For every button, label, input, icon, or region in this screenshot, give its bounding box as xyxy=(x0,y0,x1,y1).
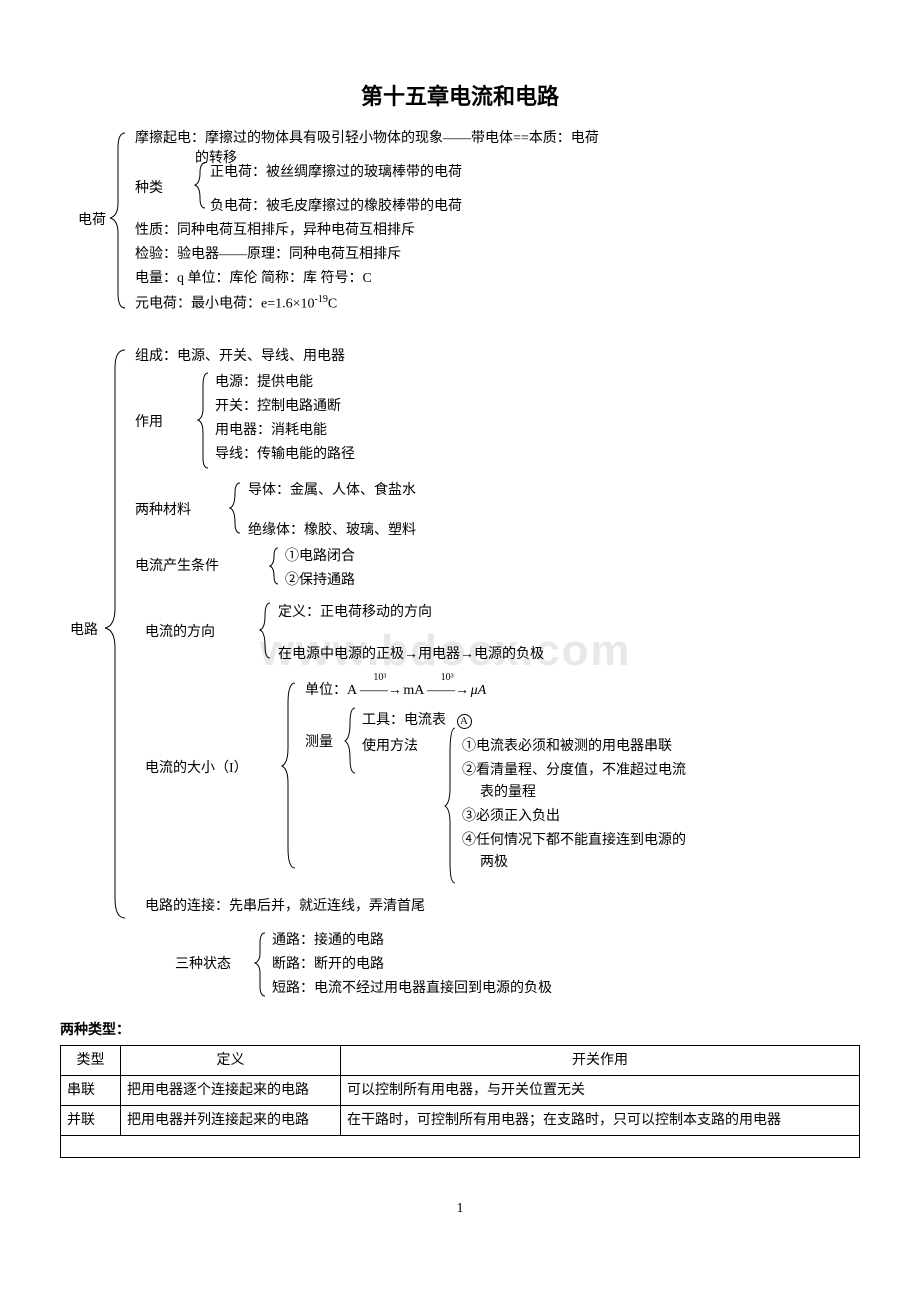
types-label: 种类 xyxy=(135,178,163,199)
measure-label: 测量 xyxy=(305,732,333,753)
unit-line: 单位：A 10³ ——→ mA 10³ ——→ μA xyxy=(305,680,486,701)
insulator: 绝缘体：橡胶、玻璃、塑料 xyxy=(248,520,416,541)
elem-charge-exp: -19 xyxy=(315,294,328,305)
types-table: 类型 定义 开关作用 串联 把用电器逐个连接起来的电路 可以控制所有用电器，与开… xyxy=(60,1045,860,1158)
cell-series-switch: 可以控制所有用电器，与开关位置无关 xyxy=(341,1076,860,1106)
tool-line: 工具：电流表 A xyxy=(362,710,472,731)
charge-test: 检验：验电器——原理：同种电荷互相排斥 xyxy=(135,244,401,265)
elem-charge-unit: C xyxy=(328,297,337,312)
chapter-title: 第十五章电流和电路 xyxy=(60,80,860,113)
ammeter-icon: A xyxy=(457,714,472,729)
use-4: ④任何情况下都不能直接连到电源的 xyxy=(462,830,686,851)
unit-ua: μA xyxy=(471,683,487,698)
cond-1: ①电路闭合 xyxy=(285,546,355,567)
cell-series-type: 串联 xyxy=(61,1076,121,1106)
root-circuit: 电路 xyxy=(70,620,98,641)
table-row: 并联 把用电器并列连接起来的电路 在干路时，可控制所有用电器；在支路时，只可以控… xyxy=(61,1106,860,1136)
unit-exp2: 10³ xyxy=(427,670,467,685)
current-cond-label: 电流产生条件 xyxy=(135,556,219,577)
col-type: 类型 xyxy=(61,1046,121,1076)
state-short: 短路：电流不经过用电器直接回到电源的负极 xyxy=(272,978,552,999)
col-def: 定义 xyxy=(121,1046,341,1076)
composition: 组成：电源、开关、导线、用电器 xyxy=(135,346,345,367)
unit-exp1: 10³ xyxy=(360,670,400,685)
two-types-heading: 两种类型： xyxy=(60,1020,860,1041)
col-switch: 开关作用 xyxy=(341,1046,860,1076)
current-size-label: 电流的大小（I） xyxy=(145,758,248,779)
materials-label: 两种材料 xyxy=(135,500,191,521)
charge-qty: 电量：q 单位：库伦 简称：库 符号：C xyxy=(135,268,372,289)
conductor: 导体：金属、人体、食盐水 xyxy=(248,480,416,501)
func-wire: 导线：传输电能的路径 xyxy=(215,444,355,465)
circuit-conn: 电路的连接：先串后并，就近连线，弄清首尾 xyxy=(145,896,425,917)
charge-property: 性质：同种电荷互相排斥，异种电荷互相排斥 xyxy=(135,220,415,241)
unit-a: 单位：A xyxy=(305,683,356,698)
cell-parallel-def: 把用电器并列连接起来的电路 xyxy=(121,1106,341,1136)
use-1: ①电流表必须和被测的用电器串联 xyxy=(462,736,672,757)
unit-ma: mA xyxy=(403,683,423,698)
use-2: ②看清量程、分度值，不准超过电流 xyxy=(462,760,686,781)
func-device: 用电器：消耗电能 xyxy=(215,420,327,441)
neg-charge: 负电荷：被毛皮摩擦过的橡胶棒带的电荷 xyxy=(210,196,462,217)
cell-parallel-switch: 在干路时，可控制所有用电器；在支路时，只可以控制本支路的用电器 xyxy=(341,1106,860,1136)
function-label: 作用 xyxy=(135,412,163,433)
states-label: 三种状态 xyxy=(175,954,231,975)
table-row: 串联 把用电器逐个连接起来的电路 可以控制所有用电器，与开关位置无关 xyxy=(61,1076,860,1106)
cell-parallel-type: 并联 xyxy=(61,1106,121,1136)
func-switch: 开关：控制电路通断 xyxy=(215,396,341,417)
current-dir-label: 电流的方向 xyxy=(145,622,215,643)
table-header-row: 类型 定义 开关作用 xyxy=(61,1046,860,1076)
page-number: 1 xyxy=(60,1198,860,1219)
cond-2: ②保持通路 xyxy=(285,570,355,591)
dir-def: 定义：正电荷移动的方向 xyxy=(278,602,432,623)
use-4b: 两极 xyxy=(480,852,508,873)
use-2b: 表的量程 xyxy=(480,782,536,803)
pos-charge: 正电荷：被丝绸摩擦过的玻璃棒带的电荷 xyxy=(210,162,462,183)
friction-line1: 摩擦起电：摩擦过的物体具有吸引轻小物体的现象——带电体==本质：电荷 xyxy=(135,128,599,149)
use-label: 使用方法 xyxy=(362,736,418,757)
state-break: 断路：断开的电路 xyxy=(272,954,384,975)
concept-tree: www.bdocx.com 电荷 摩擦起电：摩擦过的物体具有吸引轻小物体的现象—… xyxy=(60,128,860,1008)
cell-series-def: 把用电器逐个连接起来的电路 xyxy=(121,1076,341,1106)
table-empty-row xyxy=(61,1136,860,1158)
empty-cell xyxy=(61,1136,860,1158)
use-3: ③必须正入负出 xyxy=(462,806,560,827)
elem-charge: 元电荷：最小电荷：e=1.6×10-19C xyxy=(135,292,337,315)
elem-charge-text: 元电荷：最小电荷：e=1.6×10 xyxy=(135,297,315,312)
state-open: 通路：接通的电路 xyxy=(272,930,384,951)
root-charge: 电荷 xyxy=(78,210,106,231)
tool-text: 工具：电流表 xyxy=(362,713,446,728)
dir-path: 在电源中电源的正极→用电器→电源的负极 xyxy=(278,644,544,665)
func-source: 电源：提供电能 xyxy=(215,372,313,393)
